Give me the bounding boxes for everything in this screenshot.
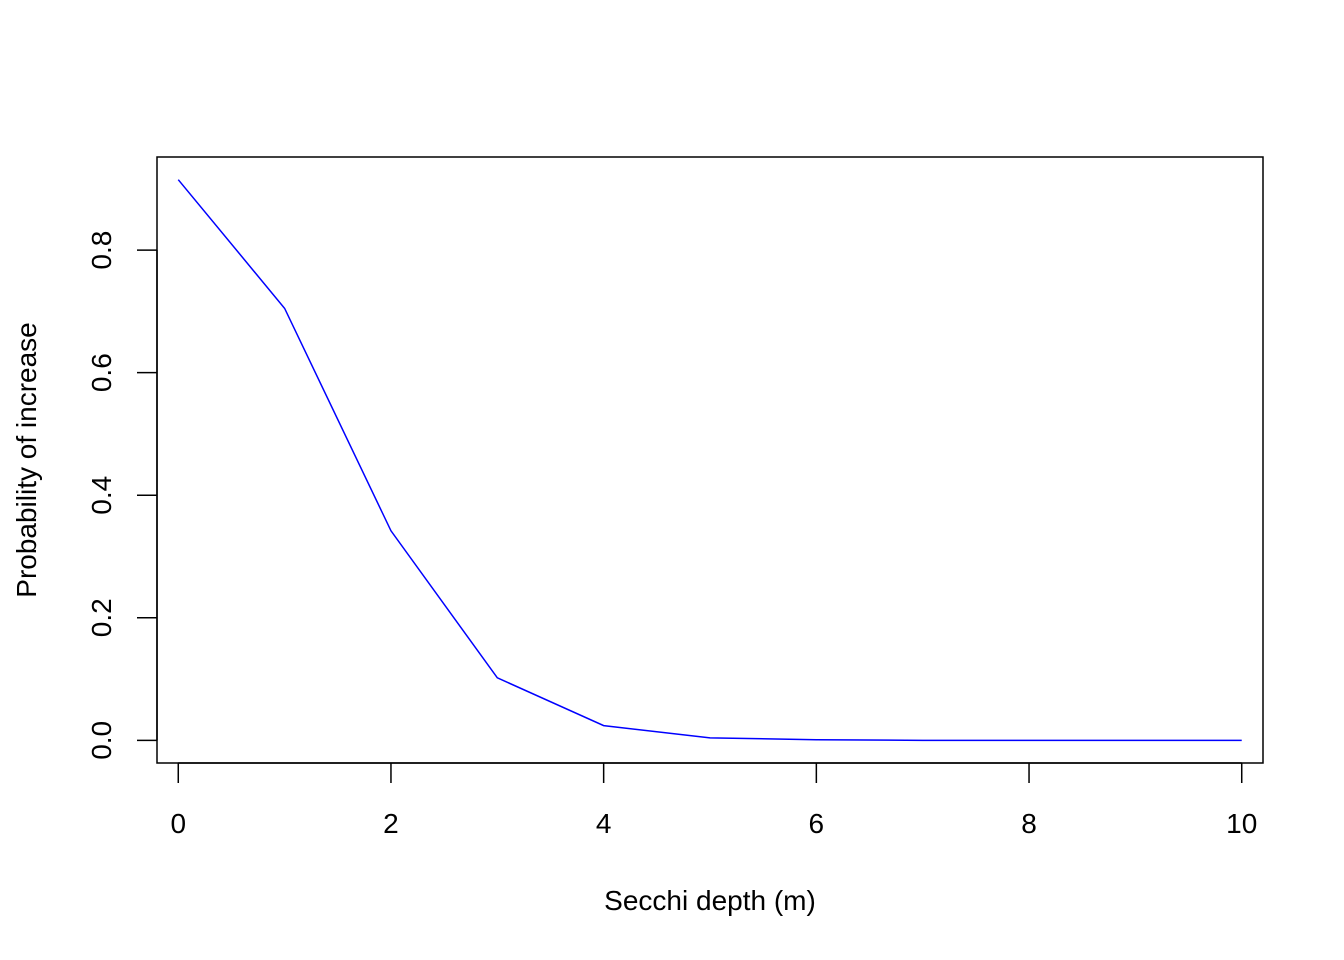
y-axis: 0.0 0.2 0.4 0.6 0.8 <box>86 231 158 760</box>
plot-frame <box>156 156 1264 764</box>
x-axis: 0 2 4 6 8 10 <box>170 762 1257 839</box>
y-tick-label: 0.4 <box>86 476 117 515</box>
x-tick-label: 2 <box>383 808 399 839</box>
x-tick-label: 4 <box>596 808 612 839</box>
x-tick-label: 8 <box>1021 808 1037 839</box>
y-tick-label: 0.8 <box>86 231 117 270</box>
series-layer <box>177 179 1242 742</box>
x-tick-label: 6 <box>809 808 825 839</box>
x-tick-label: 0 <box>170 808 186 839</box>
y-tick-label: 0.6 <box>86 353 117 392</box>
y-tick-label: 0.0 <box>86 721 117 760</box>
y-axis-title: Probability of increase <box>11 322 42 597</box>
x-tick-label: 10 <box>1226 808 1257 839</box>
y-tick-label: 0.2 <box>86 598 117 637</box>
series-line <box>177 179 1242 742</box>
x-axis-title: Secchi depth (m) <box>604 885 816 916</box>
